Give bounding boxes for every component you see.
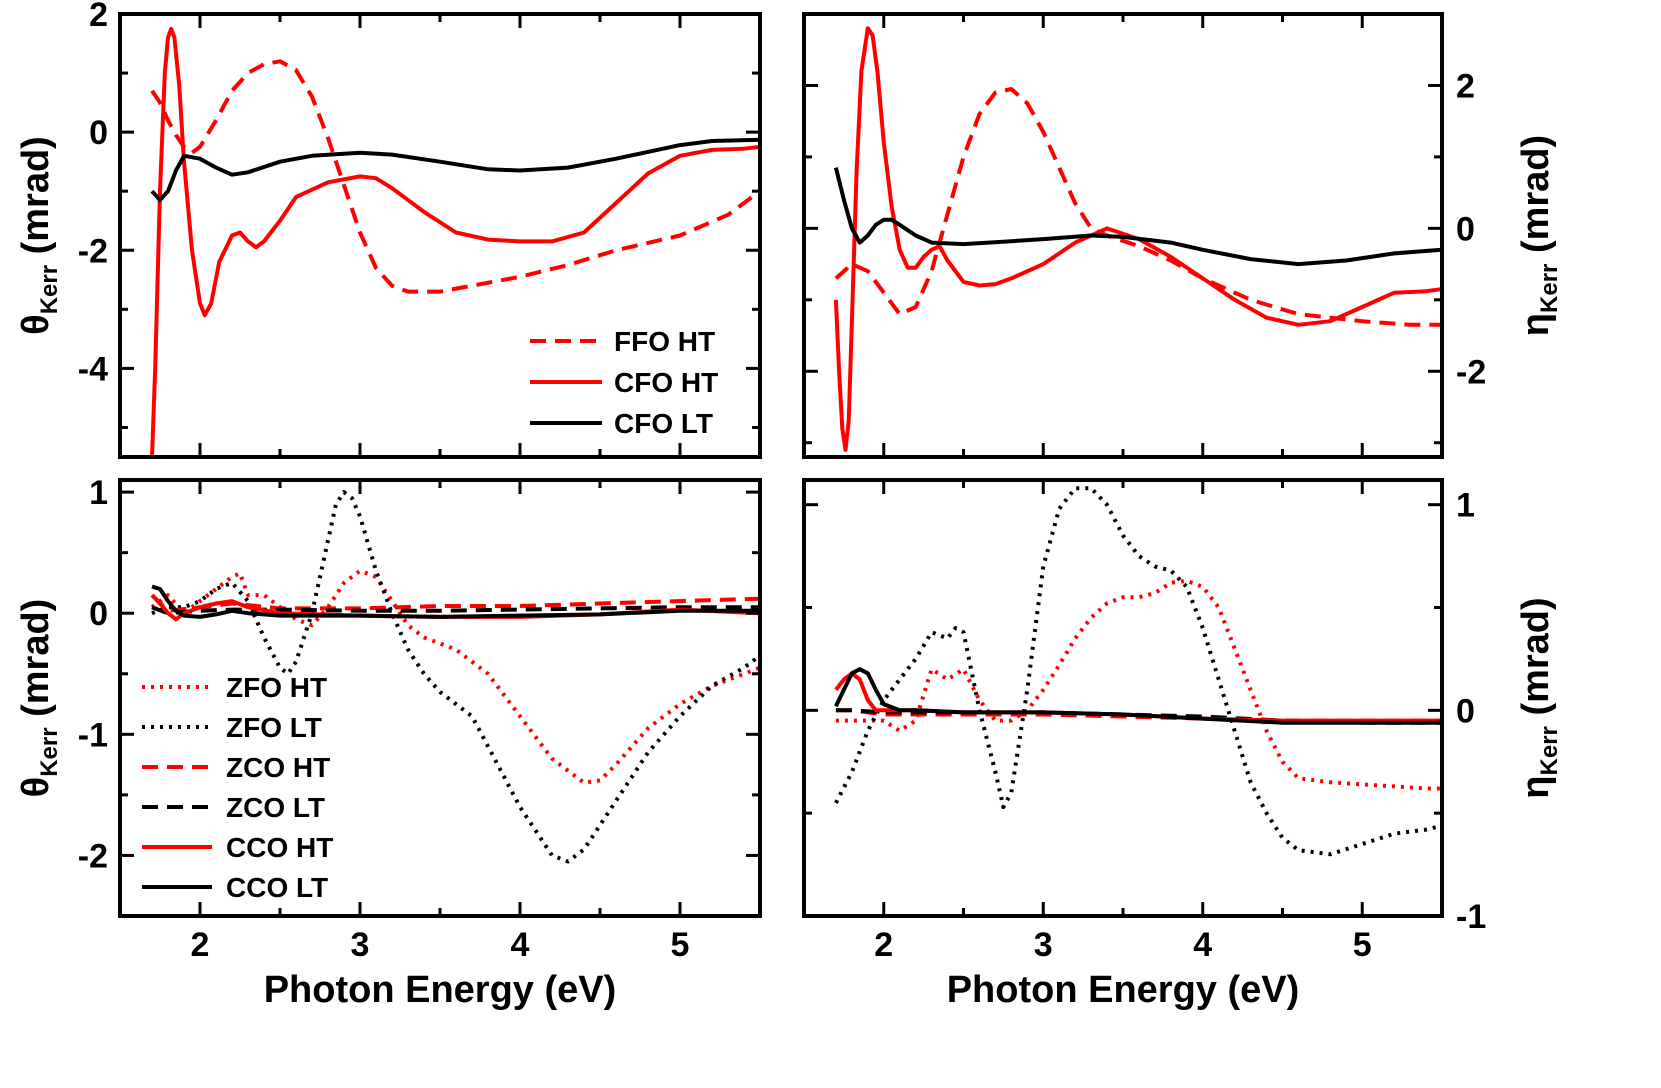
legend-label: ZCO HT [226,752,330,783]
y-tick-label: 0 [89,114,108,152]
legend-label: ZFO HT [226,672,327,703]
x-axis-title: Photon Energy (eV) [947,969,1300,1011]
x-axis-title: Photon Energy (eV) [264,969,617,1011]
y-tick-label: -4 [78,350,108,388]
y-tick-label: -1 [78,716,108,754]
legend-label: ZCO LT [226,792,325,823]
series-line-cco-lt [151,584,760,619]
y-axis-title: ηKerr (mrad) [1515,135,1563,336]
legend: FFO HT CFO HT CFO LT [530,326,718,439]
panel-top-left: 2 0 -2 -4 θKerr (mrad) FFO HT CFO HT CFO LT [15,0,762,459]
y-tick-label: 1 [89,474,108,512]
panel-bottom-left: 2 3 4 5 1 0 -1 -2 θKerr (mrad) Photon Energy (eV)… [15,474,762,1011]
series-line-ffo-ht [834,87,1442,327]
series-line-cfo-lt [150,137,760,203]
series-line-ffo-ht [150,59,760,294]
x-tick-label: 3 [1034,926,1053,964]
legend-label: ZFO LT [226,712,322,743]
series-line-cfo-ht [833,26,1442,452]
legend-label: FFO HT [614,326,715,357]
series-group [833,26,1442,452]
legend-label: CFO LT [614,408,713,439]
series-line-cco-lt [834,667,1442,725]
series-line-cfo-lt [833,167,1442,267]
y-axis-title: θKerr (mrad) [15,599,63,798]
y-tick-label: -2 [1456,353,1486,391]
y-tick-label: 1 [1456,487,1475,525]
panel-top-right: 2 0 -2 ηKerr (mrad) [802,12,1563,459]
series-group [150,490,760,864]
series-line-zco-ht [150,593,760,613]
x-tick-label: 2 [874,926,893,964]
x-tick-label: 5 [671,926,690,964]
y-axis-title: ηKerr (mrad) [1515,597,1563,798]
y-axis-title: θKerr (mrad) [15,136,63,335]
series-line-zfo-ht [835,578,1442,791]
panel-bottom-right: 2 3 4 5 1 0 -1 ηKerr (mrad) Photon Energy (eV) [802,478,1563,1011]
y-tick-label: -2 [78,837,108,875]
y-tick-label: -2 [78,232,108,270]
series-group [834,486,1442,857]
x-tick-label: 2 [191,926,210,964]
y-tick-label: 2 [89,0,108,34]
x-tick-label: 4 [1193,926,1212,964]
plot-frame [118,478,762,918]
x-tick-label: 3 [351,926,370,964]
y-tick-label: 0 [1456,692,1475,730]
series-line-zfo-lt [834,486,1442,857]
y-tick-label: -1 [1456,898,1486,936]
y-tick-label: 2 [1456,67,1475,105]
series-line-cfo-ht [150,26,760,457]
y-tick-label: 0 [1456,210,1475,248]
legend: ZFO HT ZFO LT ZCO HT ZCO LT CCO HT CCO LT [142,672,333,903]
legend-label: CCO HT [226,832,333,863]
series-group [150,26,760,457]
legend-label: CCO LT [226,872,328,903]
y-tick-label: 0 [89,595,108,633]
legend-label: CFO HT [614,367,718,398]
x-tick-label: 5 [1353,926,1372,964]
x-tick-label: 4 [511,926,530,964]
